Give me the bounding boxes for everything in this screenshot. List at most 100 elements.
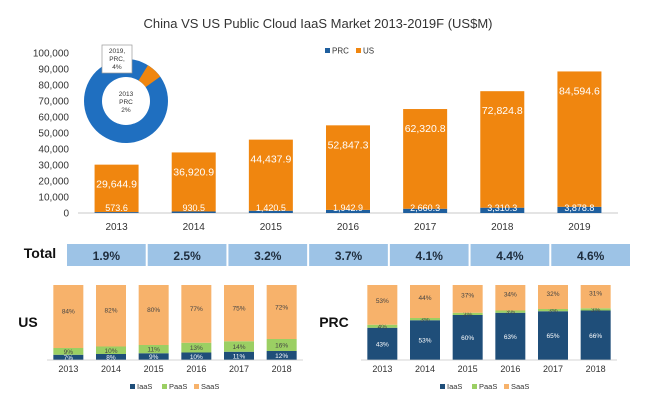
total-cell-2014 <box>147 244 227 266</box>
segment-label: 77% <box>190 306 203 313</box>
bar-prc-paas-2015 <box>452 312 483 315</box>
segment-label: 8% <box>106 355 116 362</box>
small-chart-title-us: US <box>18 314 37 330</box>
bar-us-iaas-2018 <box>266 351 297 360</box>
doughnut-slice-prc-2019 <box>138 65 161 88</box>
total-row-label: Total <box>24 245 56 261</box>
segment-label: 11% <box>233 353 246 360</box>
bar-prc-paas-2016 <box>495 310 526 313</box>
segment-label: 53% <box>418 338 431 345</box>
x-tick-label: 2014 <box>415 364 435 374</box>
x-tick-label: 2015 <box>144 364 164 374</box>
bar-us-iaas-2013 <box>53 354 84 360</box>
bar-prc-2017 <box>403 208 448 213</box>
y-tick-label: 50,000 <box>38 129 69 140</box>
total-cell-2015 <box>228 244 308 266</box>
x-tick-label: 2018 <box>272 364 292 374</box>
x-tick-label: 2013 <box>58 364 78 374</box>
segment-label: 72% <box>275 304 288 311</box>
y-tick-label: 100,000 <box>33 49 70 60</box>
bar-us-paas-2017 <box>224 341 254 352</box>
x-tick-label: 2017 <box>543 364 563 374</box>
legend-swatch-saas <box>504 384 509 389</box>
segment-label: 66% <box>589 333 602 340</box>
x-tick-label: 2014 <box>183 222 206 233</box>
segment-label: 16% <box>275 343 288 350</box>
bar-prc-iaas-2018 <box>580 310 611 360</box>
x-tick-label: 2015 <box>260 222 283 233</box>
x-tick-label: 2013 <box>105 222 128 233</box>
y-tick-label: 80,000 <box>38 81 69 92</box>
bar-us-saas-2017 <box>224 285 254 342</box>
bar-prc-2016 <box>326 209 370 213</box>
data-label-us: 29,644.9 <box>96 179 137 191</box>
segment-label: 37% <box>461 292 474 299</box>
x-tick-label: 2016 <box>186 364 206 374</box>
data-label-prc: 2,660.3 <box>410 203 440 213</box>
bar-us-paas-2015 <box>138 345 169 354</box>
bar-us-saas-2018 <box>266 285 297 339</box>
bar-prc-2013 <box>94 212 139 213</box>
segment-label: 34% <box>504 291 517 298</box>
data-label-us: 44,437.9 <box>250 154 291 166</box>
bar-us-paas-2018 <box>266 339 297 351</box>
doughnut-callout-box <box>101 44 133 74</box>
x-tick-label: 2017 <box>414 222 437 233</box>
segment-label: 13% <box>190 345 203 352</box>
data-label-us: 84,594.6 <box>559 85 600 97</box>
segment-label: 3% <box>420 317 430 324</box>
bar-us-iaas-2016 <box>181 352 212 360</box>
bar-us-2014 <box>171 152 216 212</box>
segment-label: 10% <box>190 354 203 361</box>
bar-prc-paas-2013 <box>367 324 398 328</box>
doughnut-hole <box>102 77 150 125</box>
bar-us-saas-2014 <box>96 285 126 347</box>
x-tick-label: 2017 <box>229 364 249 374</box>
total-value: 2.5% <box>173 249 201 263</box>
legend-swatch-saas <box>194 384 199 389</box>
segment-label: 14% <box>232 344 245 351</box>
data-label-prc: 930.5 <box>182 203 205 213</box>
total-value: 1.9% <box>93 249 121 263</box>
y-tick-label: 20,000 <box>38 177 69 188</box>
doughnut-inner-label-line3: 2% <box>121 107 131 114</box>
data-label-prc: 3,878.8 <box>564 203 594 213</box>
segment-label: 3% <box>506 309 516 316</box>
data-label-us: 36,920.9 <box>173 166 214 178</box>
chart-title: China VS US Public Cloud IaaS Market 201… <box>144 16 493 31</box>
bar-prc-iaas-2016 <box>495 312 526 360</box>
y-tick-label: 10,000 <box>38 193 69 204</box>
bar-prc-paas-2014 <box>410 318 440 321</box>
segment-label: 7% <box>64 355 74 362</box>
segment-label: 9% <box>149 354 159 361</box>
doughnut-label-line3: 4% <box>112 64 122 71</box>
bar-us-paas-2014 <box>96 346 126 354</box>
x-tick-label: 2019 <box>568 222 591 233</box>
legend-swatch-prc <box>325 48 330 53</box>
segment-label: 4% <box>378 324 388 331</box>
segment-label: 44% <box>418 295 431 302</box>
total-cell-2019 <box>551 244 630 266</box>
total-value: 4.1% <box>416 249 444 263</box>
segment-label: 11% <box>147 347 160 354</box>
total-value: 4.6% <box>577 249 605 263</box>
x-tick-label: 2016 <box>337 222 360 233</box>
segment-label: 63% <box>504 334 517 341</box>
y-tick-label: 70,000 <box>38 97 69 108</box>
segment-label: 53% <box>376 298 389 305</box>
legend-label: SaaS <box>201 382 219 391</box>
total-cell-2013 <box>67 244 146 266</box>
x-tick-label: 2016 <box>500 364 520 374</box>
legend-label: PaaS <box>479 382 497 391</box>
x-tick-label: 2015 <box>458 364 478 374</box>
bar-us-saas-2013 <box>53 285 84 348</box>
bar-us-saas-2015 <box>138 285 169 345</box>
doughnut-label-line2: PRC, <box>109 56 125 63</box>
legend-label: IaaS <box>447 382 462 391</box>
small-chart-title-prc: PRC <box>319 314 349 330</box>
segment-label: 3% <box>548 308 558 315</box>
bar-prc-saas-2018 <box>580 285 611 309</box>
total-cell-2017 <box>389 244 469 266</box>
